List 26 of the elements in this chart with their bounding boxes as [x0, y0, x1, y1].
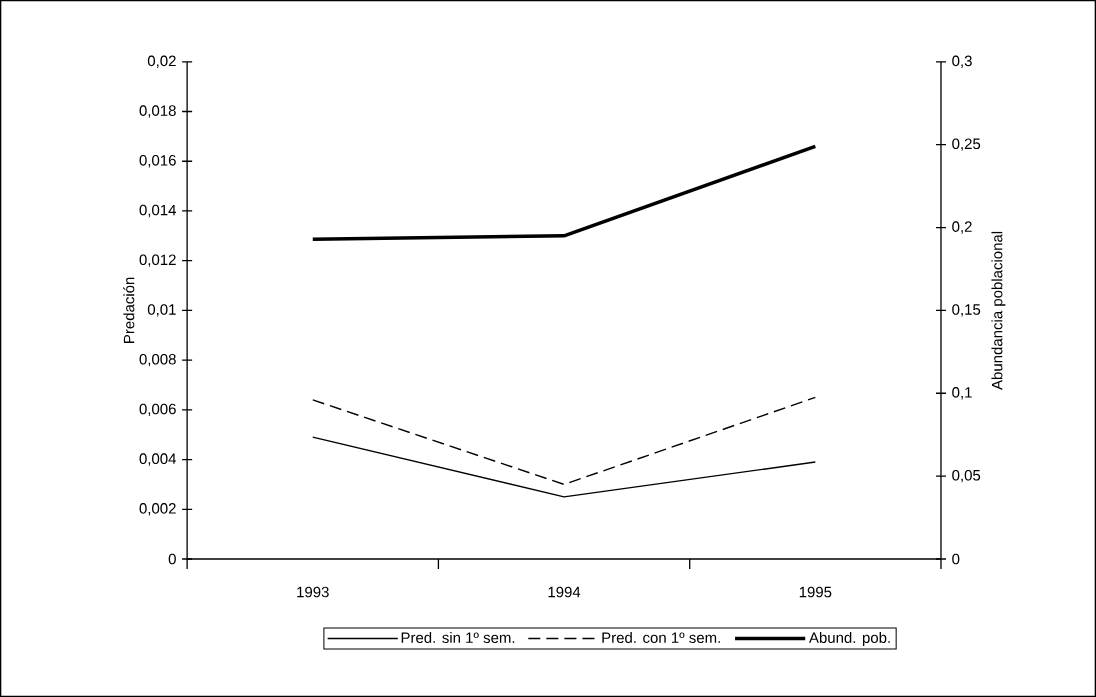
y2-tick-label: 0,05: [952, 469, 981, 483]
y-tick-label: 0,02: [147, 55, 176, 68]
y2-tick-label: 0,3: [952, 55, 972, 68]
y-tick-label: 0,004: [139, 453, 177, 466]
y2-axis-title: Abundancia poblacional: [991, 231, 1006, 390]
y-tick-label: 0: [168, 553, 176, 565]
legend-label: Pred. con 1º sem.: [602, 632, 720, 644]
x-tick-label: 1994: [548, 586, 581, 598]
y-tick-label: 0,006: [139, 403, 176, 417]
y-tick-label: 0,012: [139, 254, 176, 267]
x-tick-label: 1993: [297, 586, 329, 598]
y2-tick-label: 0,15: [952, 304, 981, 317]
y2-tick-label: 0,25: [952, 138, 981, 151]
y-tick-label: 0,018: [139, 105, 176, 118]
y-tick-label: 0,002: [139, 503, 176, 516]
y2-tick-label: 0,1: [952, 387, 972, 400]
y2-tick-label: 0: [952, 553, 960, 565]
legend-label: Pred. sin 1º sem.: [401, 632, 515, 644]
legend-label: Abund. pob.: [809, 632, 890, 646]
x-tick-label: 1995: [799, 586, 832, 598]
y-axis-title: Predación: [123, 277, 135, 343]
y2-tick-label: 0,2: [952, 221, 972, 234]
y-tick-label: 0,008: [139, 353, 176, 367]
y-tick-label: 0,014: [139, 204, 177, 218]
y-tick-label: 0,016: [139, 155, 176, 168]
y-tick-label: 0,01: [147, 304, 176, 317]
